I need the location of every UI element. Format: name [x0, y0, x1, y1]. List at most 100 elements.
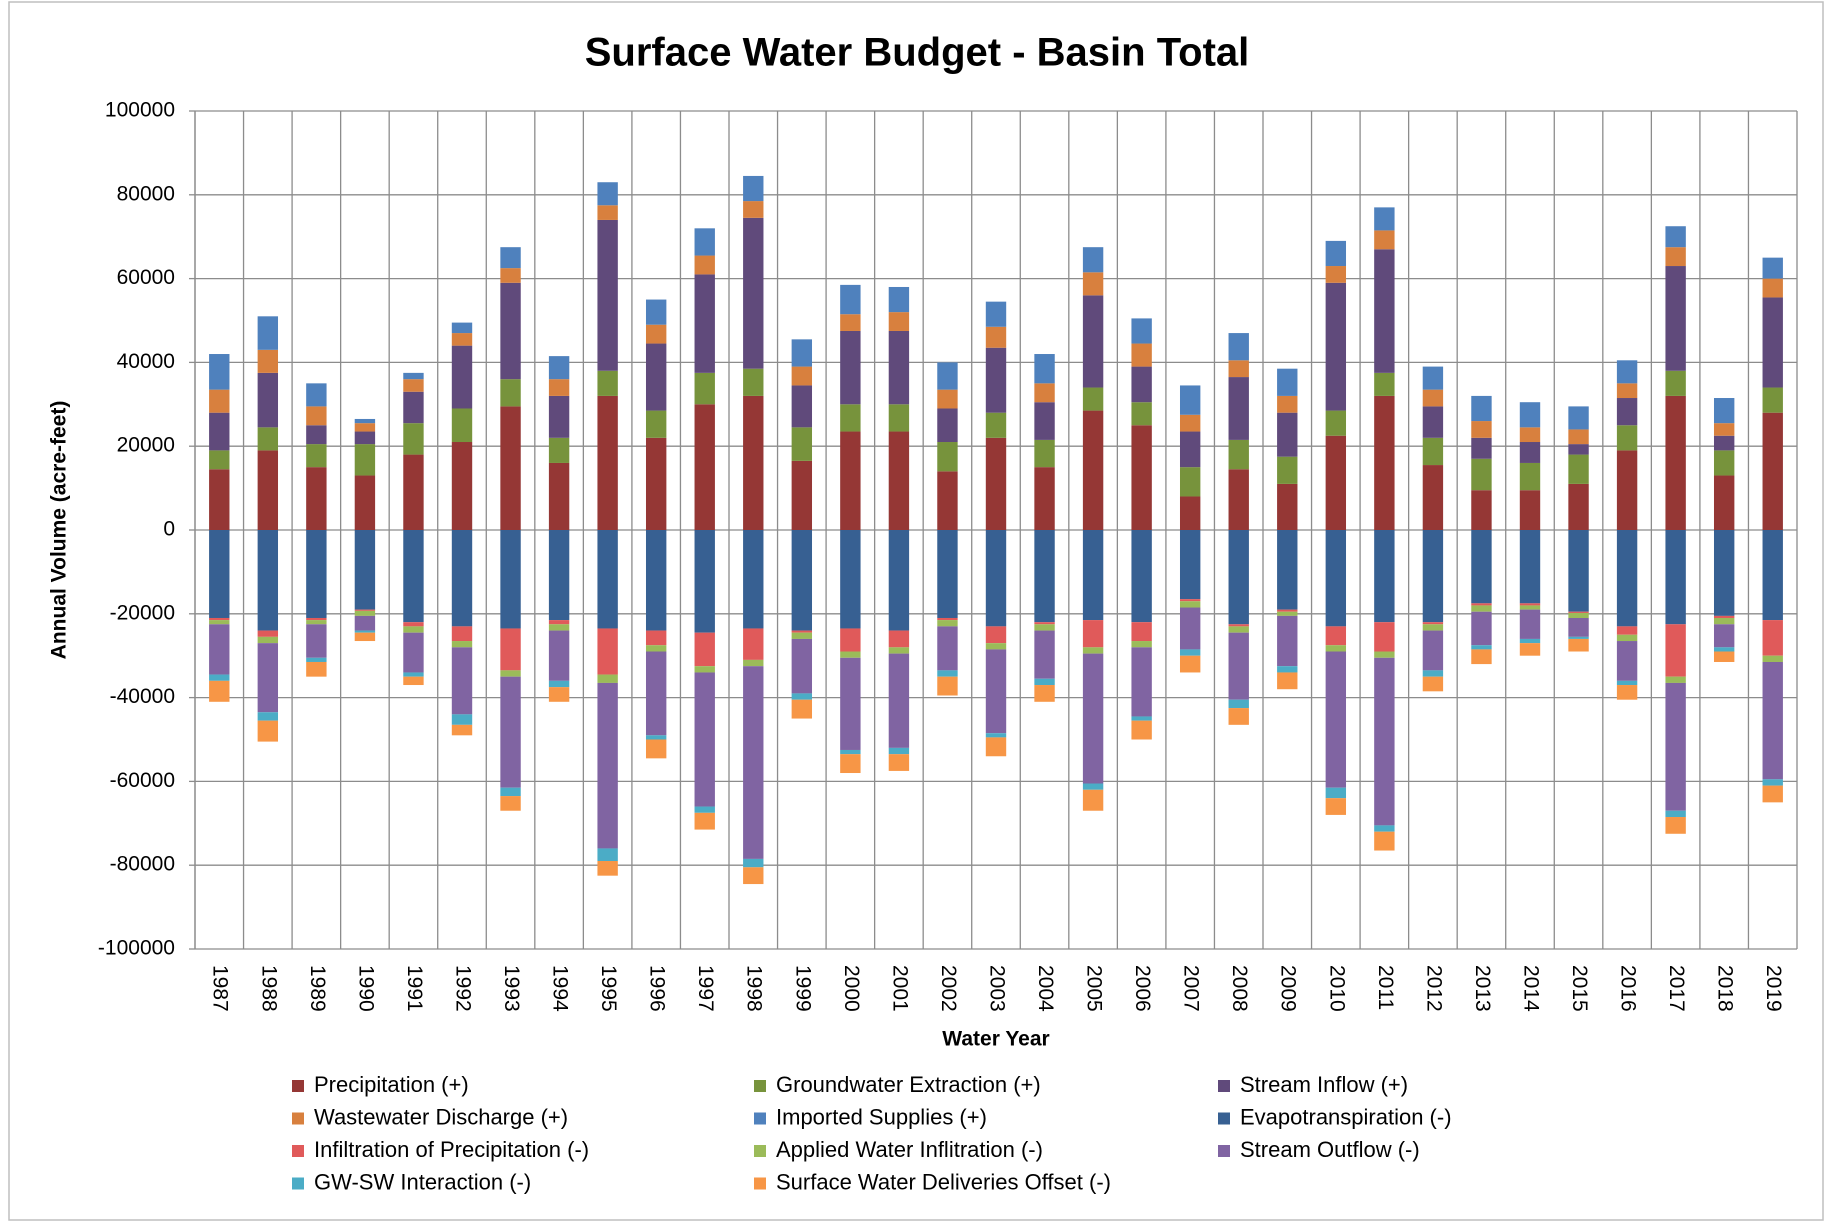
bar-segment [1082, 530, 1104, 621]
bar-segment [1471, 530, 1492, 604]
bar-segment [1179, 649, 1201, 656]
legend-swatch [292, 1177, 304, 1190]
y-tick-label: 80000 [117, 182, 175, 205]
bar-segment [791, 693, 813, 700]
bar-segment [1277, 615, 1298, 667]
bar-segment [1762, 661, 1783, 780]
bar-segment [451, 641, 473, 648]
bar-segment [1422, 366, 1444, 390]
bar-segment [548, 379, 570, 396]
bar-segment [209, 674, 230, 681]
bar-segment [1131, 716, 1152, 721]
bar-segment [354, 610, 376, 616]
bar-segment [645, 645, 667, 652]
bar-segment [451, 442, 473, 530]
bar-segment [1665, 676, 1686, 683]
bar-segment [840, 314, 861, 331]
bar-segment [597, 848, 618, 862]
bar-segment [694, 632, 715, 667]
bar-segment [1179, 607, 1201, 650]
bar-segment [1616, 360, 1638, 384]
bar-segment [1713, 615, 1735, 618]
bar-segment [1374, 395, 1395, 530]
bar-segment [694, 666, 715, 673]
bar-segment [1422, 530, 1444, 623]
bar-segment [306, 661, 327, 677]
bar-segment [257, 427, 279, 451]
bar-segment [1713, 647, 1735, 652]
bar-segment [548, 630, 570, 681]
bar-segment [791, 530, 813, 631]
bar-segment [1131, 641, 1152, 648]
x-tick-label: 2015 [1568, 965, 1591, 1012]
bar-segment [645, 530, 667, 631]
bar-segment [209, 412, 230, 451]
bar-segment [1325, 240, 1347, 267]
x-tick-label: 2004 [1034, 965, 1057, 1012]
bar-segment [1422, 624, 1444, 631]
bar-segment [743, 659, 764, 667]
bar-segment [354, 444, 376, 476]
y-tick-label: -20000 [110, 601, 175, 624]
legend-label: Stream Outflow (-) [1240, 1137, 1420, 1162]
bar-segment [791, 638, 813, 694]
bar-segment [1519, 638, 1541, 644]
x-tick-label: 1997 [694, 965, 717, 1012]
bar-segment [1034, 622, 1055, 625]
bar-segment [306, 444, 327, 468]
bar-segment [1422, 389, 1444, 407]
x-tick-label: 2002 [937, 965, 960, 1012]
bar-segment [1179, 601, 1201, 608]
bar-segment [354, 431, 376, 445]
legend-swatch [1218, 1112, 1230, 1125]
x-tick-label: 1989 [306, 965, 329, 1012]
bar-segment [1568, 406, 1589, 430]
x-tick-label: 1994 [549, 965, 572, 1012]
bar-segment [209, 624, 230, 675]
bar-segment [694, 530, 715, 633]
bar-segment [1616, 398, 1638, 426]
bar-segment [1471, 490, 1492, 530]
bar-segment [500, 247, 521, 269]
bar-segment [548, 680, 570, 688]
bar-segment [209, 680, 230, 702]
bar-segment [1228, 439, 1249, 470]
bar-segment [1082, 789, 1104, 811]
bar-segment [209, 620, 230, 625]
bar-segment [500, 282, 521, 380]
bar-segment [645, 735, 667, 740]
bar-segment [985, 649, 1007, 734]
bar-segment [1131, 366, 1152, 403]
legend-label: Imported Supplies (+) [776, 1104, 987, 1129]
bar-segment [1568, 429, 1589, 445]
bar-segment [209, 389, 230, 413]
x-tick-label: 1992 [451, 965, 474, 1012]
bar-segment [743, 395, 764, 530]
bar-segment [257, 643, 279, 713]
bar-segment [451, 714, 473, 725]
bar-segment [1713, 450, 1735, 476]
bar-segment [403, 622, 424, 627]
bar-segment [1374, 825, 1395, 832]
bar-segment [1665, 266, 1686, 371]
bar-segment [1471, 603, 1492, 606]
bar-segment [1179, 385, 1201, 415]
bar-segment [743, 666, 764, 859]
bar-segment [403, 379, 424, 392]
bar-segment [1179, 496, 1201, 530]
bar-segment [209, 469, 230, 530]
bar-segment [1471, 605, 1492, 612]
bar-segment [743, 867, 764, 885]
bar-segment [1568, 612, 1589, 618]
bar-segment [840, 754, 861, 774]
legend-swatch [1218, 1145, 1230, 1157]
bar-segment [1665, 530, 1686, 625]
bar-segment [1422, 622, 1444, 625]
bar-segment [1762, 278, 1783, 298]
bar-segment [500, 670, 521, 677]
bar-segment [1228, 360, 1249, 378]
legend-label: Wastewater Discharge (+) [314, 1104, 568, 1129]
bar-segment [1713, 530, 1735, 616]
bar-segment [1519, 490, 1541, 530]
bar-segment [1325, 266, 1347, 283]
